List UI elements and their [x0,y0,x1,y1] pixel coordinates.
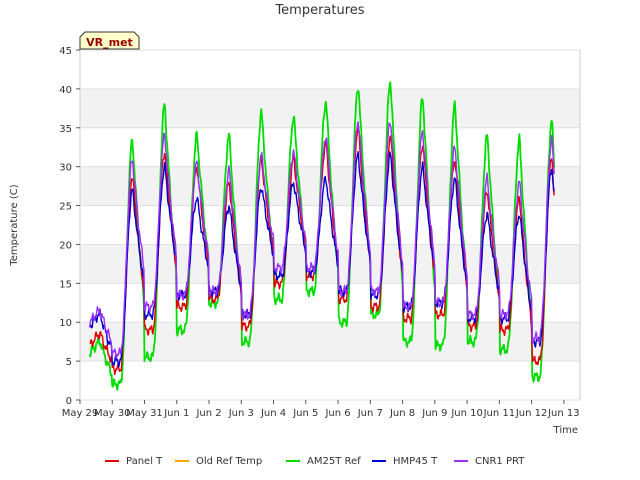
x-tick-label: Jun 9 [421,408,447,419]
y-tick-label: 45 [59,46,72,57]
site-label: VR_met [86,36,133,49]
x-tick-label: Jun 2 [195,408,221,419]
chart-title: Temperatures [274,3,364,18]
x-tick-label: May 29 [62,408,99,419]
y-tick-label: 30 [59,163,72,174]
site-badge-box [79,31,140,50]
y-tick-label: 25 [59,202,72,213]
site-badge: VR_met [79,31,140,50]
x-tick-label: Jun 11 [483,408,516,419]
x-tick-label: May 30 [94,408,131,419]
legend-label-cnr1-prt: CNR1 PRT [475,456,525,467]
x-tick-label: Jun 5 [292,408,318,419]
y-tick-label: 0 [66,396,72,407]
series-line-cnr1-prt [89,120,555,359]
series-lines [88,81,556,391]
series-line-am25t-ref [88,81,556,391]
y-axis-label: Temperature (C) [9,184,20,266]
x-tick-label: May 31 [126,408,163,419]
x-tick-label: Jun 8 [389,408,415,419]
x-tick-label: Jun 12 [515,408,548,419]
y-tick-label: 5 [66,357,72,368]
y-tick-label: 10 [59,318,72,329]
x-axis-label: Time [553,425,578,436]
x-tick-label: Jun 4 [260,408,286,419]
legend-label-hmp45-t: HMP45 T [393,456,438,467]
y-tick-label: 15 [59,279,72,290]
y-tick-label: 40 [59,85,72,96]
grid-band [80,244,580,284]
x-tick-label: Jun 13 [547,408,580,419]
y-axis: 0 5 10 15 20 25 30 35 40 45 [59,46,580,407]
legend: Panel T Old Ref Temp AM25T Ref HMP45 T CNR1 … [105,456,525,467]
x-tick-label: Jun 3 [228,408,254,419]
x-tick-label: Jun 7 [357,408,383,419]
y-tick-label: 20 [59,240,72,251]
x-tick-label: Jun 1 [163,408,189,419]
grid-band [80,88,580,128]
legend-label-am25t-ref: AM25T Ref [307,456,361,467]
grid-band [80,322,580,362]
legend-label-old-ref-temp: Old Ref Temp [196,456,262,467]
series-line-hmp45-t [89,150,555,368]
y-tick-label: 35 [59,124,72,135]
legend-label-panel-t: Panel T [126,456,163,467]
x-tick-label: Jun 6 [324,408,350,419]
x-tick-label: Jun 10 [450,408,483,419]
